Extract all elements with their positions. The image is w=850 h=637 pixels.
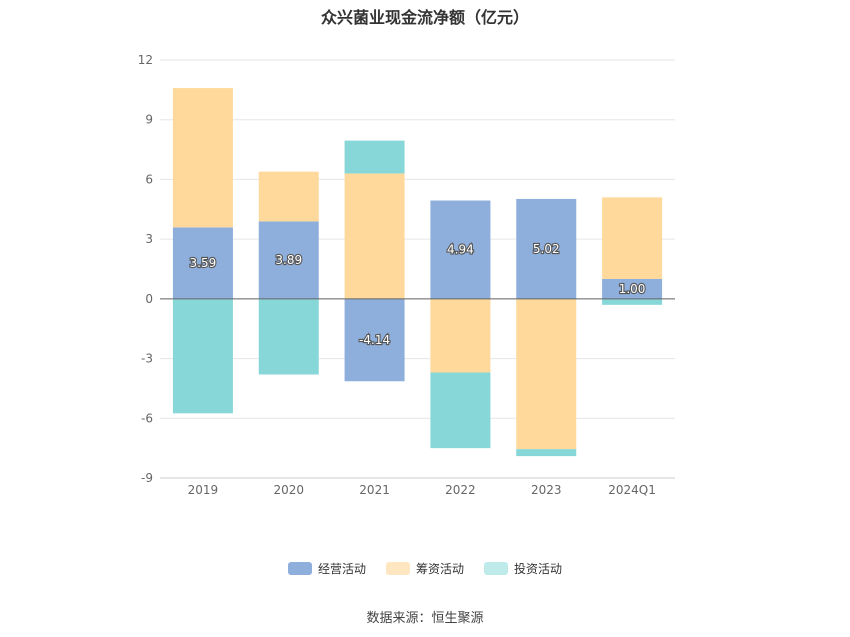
data-source: 数据来源：恒生聚源 bbox=[366, 611, 484, 626]
y-tick-label: -9 bbox=[141, 471, 153, 485]
bar-segment[interactable] bbox=[172, 298, 233, 414]
bar-data-label: 4.94 bbox=[447, 243, 474, 257]
y-tick-label: 0 bbox=[145, 292, 153, 306]
bar-segment[interactable] bbox=[258, 221, 319, 299]
legend-item-operating[interactable]: 经营活动 bbox=[287, 560, 366, 577]
bar-segment[interactable] bbox=[258, 171, 319, 222]
legend-label-financing: 筹资活动 bbox=[415, 562, 464, 576]
bar-data-label: -4.14 bbox=[359, 333, 390, 347]
y-tick-label: -6 bbox=[141, 411, 153, 425]
y-tick-label: 12 bbox=[138, 53, 153, 67]
y-tick-label: 9 bbox=[145, 113, 153, 127]
bar-segment[interactable] bbox=[602, 197, 663, 279]
x-tick-label: 2019 bbox=[188, 483, 219, 497]
legend-swatch-operating bbox=[287, 562, 312, 575]
y-tick-label: -3 bbox=[141, 352, 153, 366]
bar-segment[interactable] bbox=[516, 449, 577, 457]
legend-label-investing: 投资活动 bbox=[514, 562, 563, 576]
y-tick-label: 6 bbox=[145, 172, 153, 186]
bar-segment[interactable] bbox=[344, 298, 405, 382]
legend-item-investing[interactable]: 投资活动 bbox=[484, 560, 562, 577]
bar-data-label: 1.00 bbox=[619, 282, 646, 296]
bar-data-label: 5.02 bbox=[533, 242, 560, 256]
bar-segment[interactable] bbox=[172, 227, 233, 299]
bar-segment[interactable] bbox=[430, 298, 491, 373]
legend-item-financing[interactable]: 筹资活动 bbox=[385, 560, 464, 577]
bar-segment[interactable] bbox=[516, 298, 577, 450]
x-tick-label: 2023 bbox=[531, 483, 562, 497]
bar-segment[interactable] bbox=[344, 140, 405, 174]
legend-swatch-financing bbox=[385, 562, 410, 575]
bar-segment[interactable] bbox=[602, 278, 663, 299]
bar-data-label: 3.59 bbox=[190, 256, 217, 270]
bar-segment[interactable] bbox=[344, 173, 405, 299]
bar-segment[interactable] bbox=[602, 298, 663, 305]
x-tick-label: 2022 bbox=[445, 483, 476, 497]
bar-segment[interactable] bbox=[258, 298, 319, 375]
chart-title: 众兴菌业现金流净额（亿元） bbox=[320, 8, 529, 27]
bar-segment[interactable] bbox=[430, 372, 491, 449]
legend-swatch-investing bbox=[484, 562, 508, 575]
legend: 经营活动 筹资活动 投资活动 bbox=[0, 560, 850, 577]
x-tick-label: 2024Q1 bbox=[608, 483, 656, 497]
x-tick-label: 2020 bbox=[273, 483, 304, 497]
y-tick-label: 3 bbox=[145, 232, 153, 246]
bar-segment[interactable] bbox=[516, 198, 577, 299]
bar-segment[interactable] bbox=[172, 88, 233, 228]
bar-data-label: 3.89 bbox=[275, 253, 302, 267]
bar-segment[interactable] bbox=[430, 200, 491, 299]
legend-label-operating: 经营活动 bbox=[317, 562, 366, 576]
x-tick-label: 2021 bbox=[359, 483, 390, 497]
